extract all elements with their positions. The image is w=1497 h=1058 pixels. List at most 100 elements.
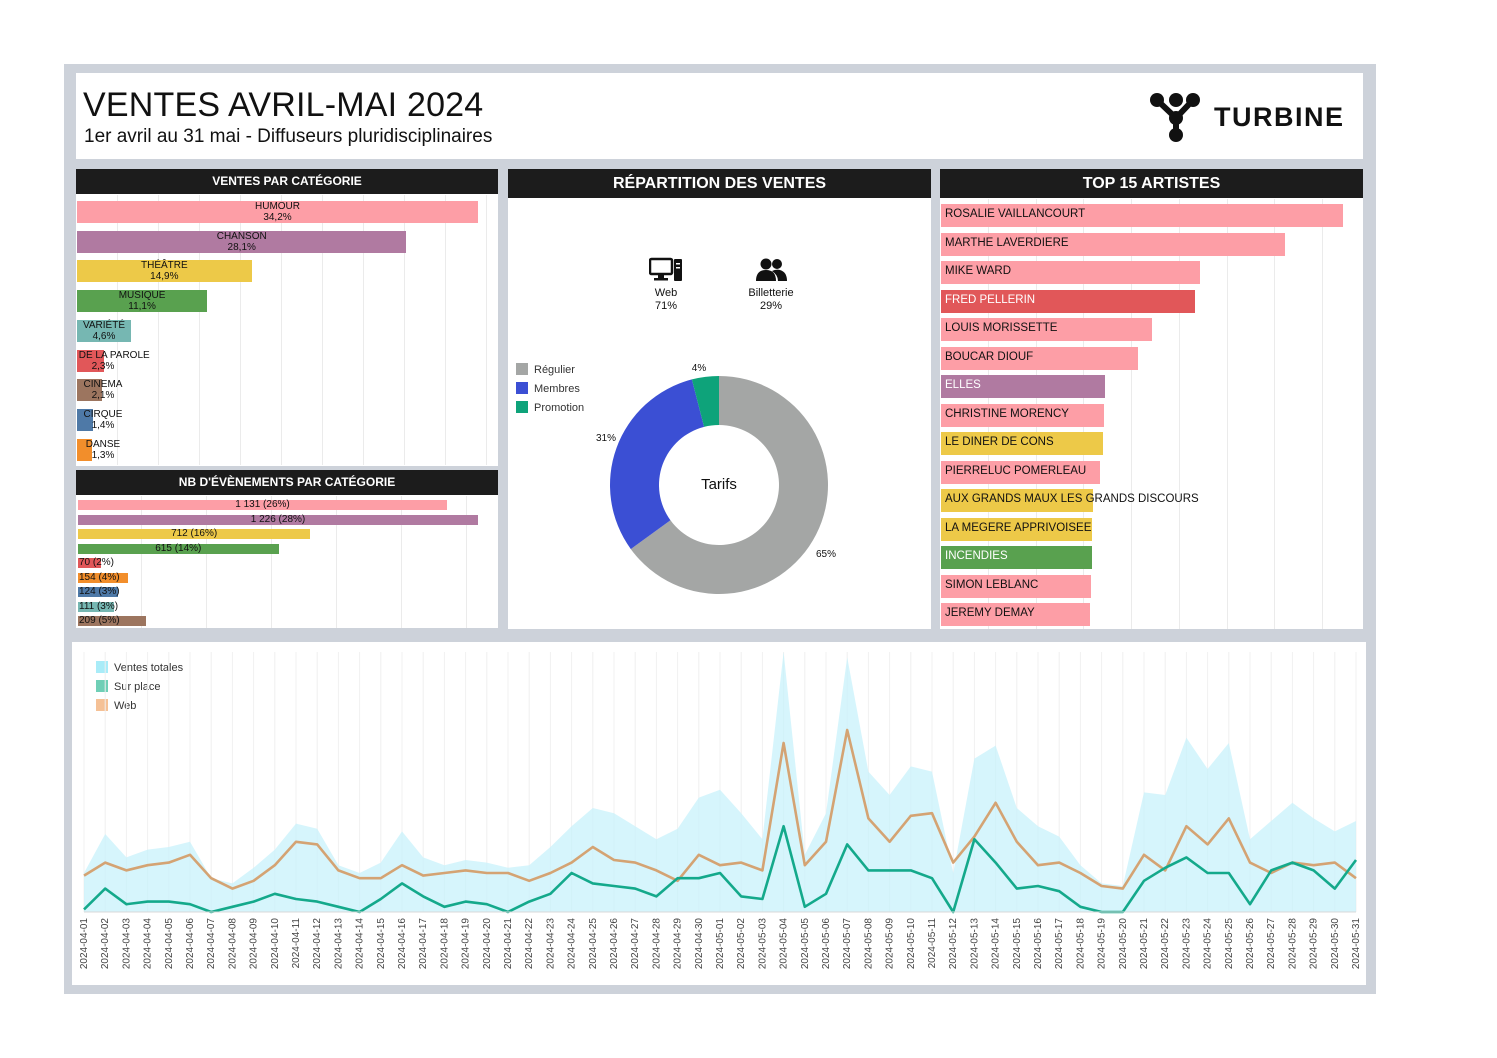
legend-promotion-label: Promotion — [534, 402, 585, 414]
donut-slice-membres — [610, 379, 705, 550]
artist-name: ROSALIE VAILLANCOURT — [945, 208, 1086, 220]
donut-center-title: Tarifs — [701, 476, 737, 493]
category-bar-label: HUMOUR 34,2% — [218, 201, 338, 223]
artist-bar: BOUCAR DIOUF — [941, 346, 1139, 370]
event-bar-label: 615 (14%) — [155, 542, 202, 554]
x-tick-label: 2024-04-28 — [651, 918, 662, 970]
artist-name: LA MEGERE APPRIVOISEE — [945, 521, 1092, 534]
grid-line — [363, 195, 364, 465]
artist-name: PIERRELUC POMERLEAU — [945, 464, 1087, 477]
legend-regulier-label: Régulier — [534, 364, 575, 376]
x-tick-label: 2024-04-26 — [609, 918, 620, 970]
x-tick-label: 2024-05-11 — [927, 918, 938, 969]
turbine-logo-text: TURBINE — [1214, 102, 1345, 132]
legend-membres-swatch — [516, 382, 528, 394]
x-tick-label: 2024-05-05 — [800, 918, 811, 970]
event-bar-label: 70 (2%) — [79, 557, 115, 568]
x-tick-label: 2024-04-09 — [249, 918, 260, 970]
category-bar-label: DANSE 1,3% — [76, 439, 163, 461]
x-tick-label: 2024-04-10 — [270, 918, 281, 970]
grid-line — [445, 195, 446, 465]
event-bar — [78, 587, 119, 597]
category-value: 1,3% — [91, 449, 115, 461]
x-tick-label: 2024-05-27 — [1266, 918, 1277, 970]
x-tick-label: 2024-05-21 — [1139, 918, 1150, 970]
grid-line — [281, 195, 282, 465]
top-artistes-header: TOP 15 ARTISTES — [940, 169, 1363, 198]
artist-bar: SIMON LEBLANC — [941, 574, 1091, 598]
category-name: HUMOUR — [255, 201, 300, 212]
artist-name: JEREMY DEMAY — [945, 607, 1035, 619]
x-tick-label: 2024-04-15 — [376, 918, 387, 970]
x-tick-label: 2024-05-22 — [1160, 918, 1171, 970]
artist-bar: JEREMY DEMAY — [941, 603, 1091, 626]
grid-line — [1322, 199, 1324, 629]
artist-bar: FRED PELLERIN — [941, 289, 1196, 313]
x-tick-label: 2024-05-16 — [1033, 918, 1044, 970]
event-bar-label: 111 (3%) — [79, 600, 119, 612]
billetterie-pct: 29% — [759, 300, 783, 312]
x-tick-label: 2024-05-26 — [1245, 918, 1256, 970]
grid-line — [141, 496, 142, 628]
artist-name: MARTHE LAVERDIERE — [945, 236, 1069, 249]
x-tick-label: 2024-04-12 — [312, 918, 323, 970]
category-bar — [77, 290, 208, 313]
donut-slice-promotion — [691, 376, 719, 427]
category-value: 2,3% — [91, 360, 115, 372]
event-bar — [78, 572, 129, 583]
category-bar-label: THÉÂTRE 14,9% — [104, 260, 224, 282]
x-tick-label: 2024-04-14 — [355, 918, 366, 970]
x-tick-label: 2024-05-30 — [1330, 918, 1341, 970]
evenements-header: NB D'ÉVÈNEMENTS PAR CATÉGORIE — [76, 470, 498, 495]
legend-membres: Membres — [516, 382, 580, 395]
x-tick-label: 2024-05-09 — [885, 918, 896, 970]
artist-name: INCENDIES — [945, 550, 1008, 562]
artist-bar: LOUIS MORISSETTE — [941, 318, 1152, 341]
x-tick-label: 2024-04-04 — [143, 918, 154, 970]
category-name: VARIÉTÉ — [82, 319, 125, 331]
legend-ventes-totales-label: Ventes totales — [114, 662, 184, 674]
x-tick-label: 2024-05-15 — [1012, 918, 1023, 970]
category-bar-label: VARIÉTÉ 4,6% — [76, 320, 164, 342]
artist-name: MIKE WARD — [945, 265, 1012, 277]
grid-line — [322, 195, 323, 465]
computer-icon — [649, 257, 682, 281]
header-panel — [76, 73, 1363, 159]
page-title: VENTES AVRIL-MAI 2024 — [83, 86, 484, 124]
artist-bar: LA MEGERE APPRIVOISEE — [941, 517, 1093, 541]
category-bar — [77, 230, 407, 253]
category-bar-label: CINEMA 2,1% — [76, 379, 163, 401]
grid-line — [1131, 199, 1133, 629]
category-value: 34,2% — [263, 212, 292, 223]
slice-label-regulier: 65% — [816, 549, 836, 560]
x-tick-label: 2024-04-16 — [397, 918, 408, 970]
x-tick-label: 2024-05-17 — [1054, 918, 1065, 970]
category-name: ART DE LA PAROLE — [76, 349, 150, 361]
grid-line — [271, 496, 272, 628]
x-tick-label: 2024-04-03 — [121, 918, 132, 970]
x-tick-label: 2024-05-04 — [779, 918, 790, 970]
event-bar — [78, 529, 311, 539]
legend-sur-place-label: Sur place — [114, 681, 161, 693]
artist-bar: MIKE WARD — [941, 261, 1201, 284]
web-label: Web — [654, 287, 678, 299]
grid-line — [240, 195, 241, 465]
x-tick-label: 2024-04-25 — [588, 918, 599, 970]
category-bar — [77, 260, 252, 283]
artist-name: AUX GRANDS MAUX LES GRANDS DISCOURS — [945, 493, 1199, 505]
event-bar-label: 712 (16%) — [171, 528, 218, 539]
x-tick-label: 2024-05-12 — [948, 918, 959, 970]
ventes-totales-area — [84, 652, 1356, 912]
category-name: THÉÂTRE — [141, 260, 188, 272]
x-tick-label: 2024-05-20 — [1118, 918, 1129, 970]
artist-bar: CHRISTINE MORENCY — [941, 403, 1105, 427]
category-bar — [77, 379, 102, 402]
artist-name: LE DINER DE CONS — [945, 436, 1054, 448]
x-tick-label: 2024-04-29 — [673, 918, 684, 970]
category-bar-label: CIRQUE 1,4% — [76, 409, 163, 431]
x-tick-label: 2024-05-31 — [1351, 918, 1362, 970]
web-line — [83, 728, 1357, 890]
x-tick-label: 2024-05-23 — [1181, 918, 1192, 970]
web-channel: Web 71% — [638, 257, 694, 313]
